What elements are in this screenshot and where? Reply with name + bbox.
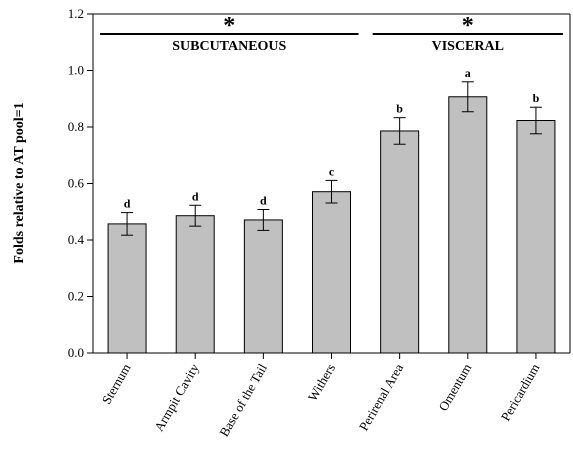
significance-letter: d bbox=[260, 193, 267, 207]
bar bbox=[243, 219, 283, 354]
significance-letter: c bbox=[329, 164, 335, 178]
x-tick-label: Sternum bbox=[99, 361, 134, 407]
bar bbox=[380, 130, 420, 354]
y-tick-label: 0.8 bbox=[68, 119, 84, 134]
group-label: SUBCUTANEOUS bbox=[172, 39, 286, 54]
bar bbox=[107, 223, 147, 354]
group-significance-marker: * bbox=[223, 13, 235, 39]
y-tick-label: 0.6 bbox=[68, 176, 85, 191]
y-tick-label: 1.0 bbox=[68, 63, 84, 78]
bar bbox=[175, 215, 215, 354]
significance-letter: d bbox=[124, 197, 131, 211]
y-ticks: 0.0 0.2 0.4 0.6 0.8 1.0 1.2 bbox=[68, 6, 93, 360]
bars: d d d c b a b bbox=[107, 66, 556, 359]
x-tick-label: Pericardium bbox=[498, 361, 543, 424]
x-tick-label: Omentum bbox=[435, 361, 474, 414]
x-tick-label: Perirenal Area bbox=[356, 361, 406, 433]
plot-area: 0.00.20.40.60.81.01.2 *SUBCUTANEOUS*VISC… bbox=[68, 6, 571, 440]
y-tick-label: 0.4 bbox=[68, 232, 85, 247]
x-tick-label: Withers bbox=[305, 361, 338, 404]
y-axis-title: Folds relative to AT pool=1 bbox=[12, 102, 27, 263]
y-tick-label: 0.0 bbox=[68, 345, 84, 360]
significance-letter: b bbox=[533, 91, 540, 105]
significance-letter: b bbox=[396, 102, 403, 116]
y-tick-label: 0.2 bbox=[68, 289, 84, 304]
y-tick-label: 1.2 bbox=[68, 6, 84, 21]
group-significance-marker: * bbox=[462, 13, 474, 39]
x-tick-label: Armpit Cavity bbox=[151, 361, 202, 434]
bar bbox=[516, 120, 556, 354]
x-tick-label: Base of the Tail bbox=[216, 361, 270, 439]
bar bbox=[448, 96, 488, 354]
group-label: VISCERAL bbox=[432, 39, 504, 54]
group-annotations: *SUBCUTANEOUS*VISCERAL bbox=[100, 13, 563, 54]
bar bbox=[312, 191, 351, 354]
significance-letter: a bbox=[465, 66, 471, 80]
x-tick-labels: Sternum Armpit Cavity Base of the Tail With… bbox=[99, 361, 543, 440]
significance-letter: d bbox=[192, 189, 199, 203]
